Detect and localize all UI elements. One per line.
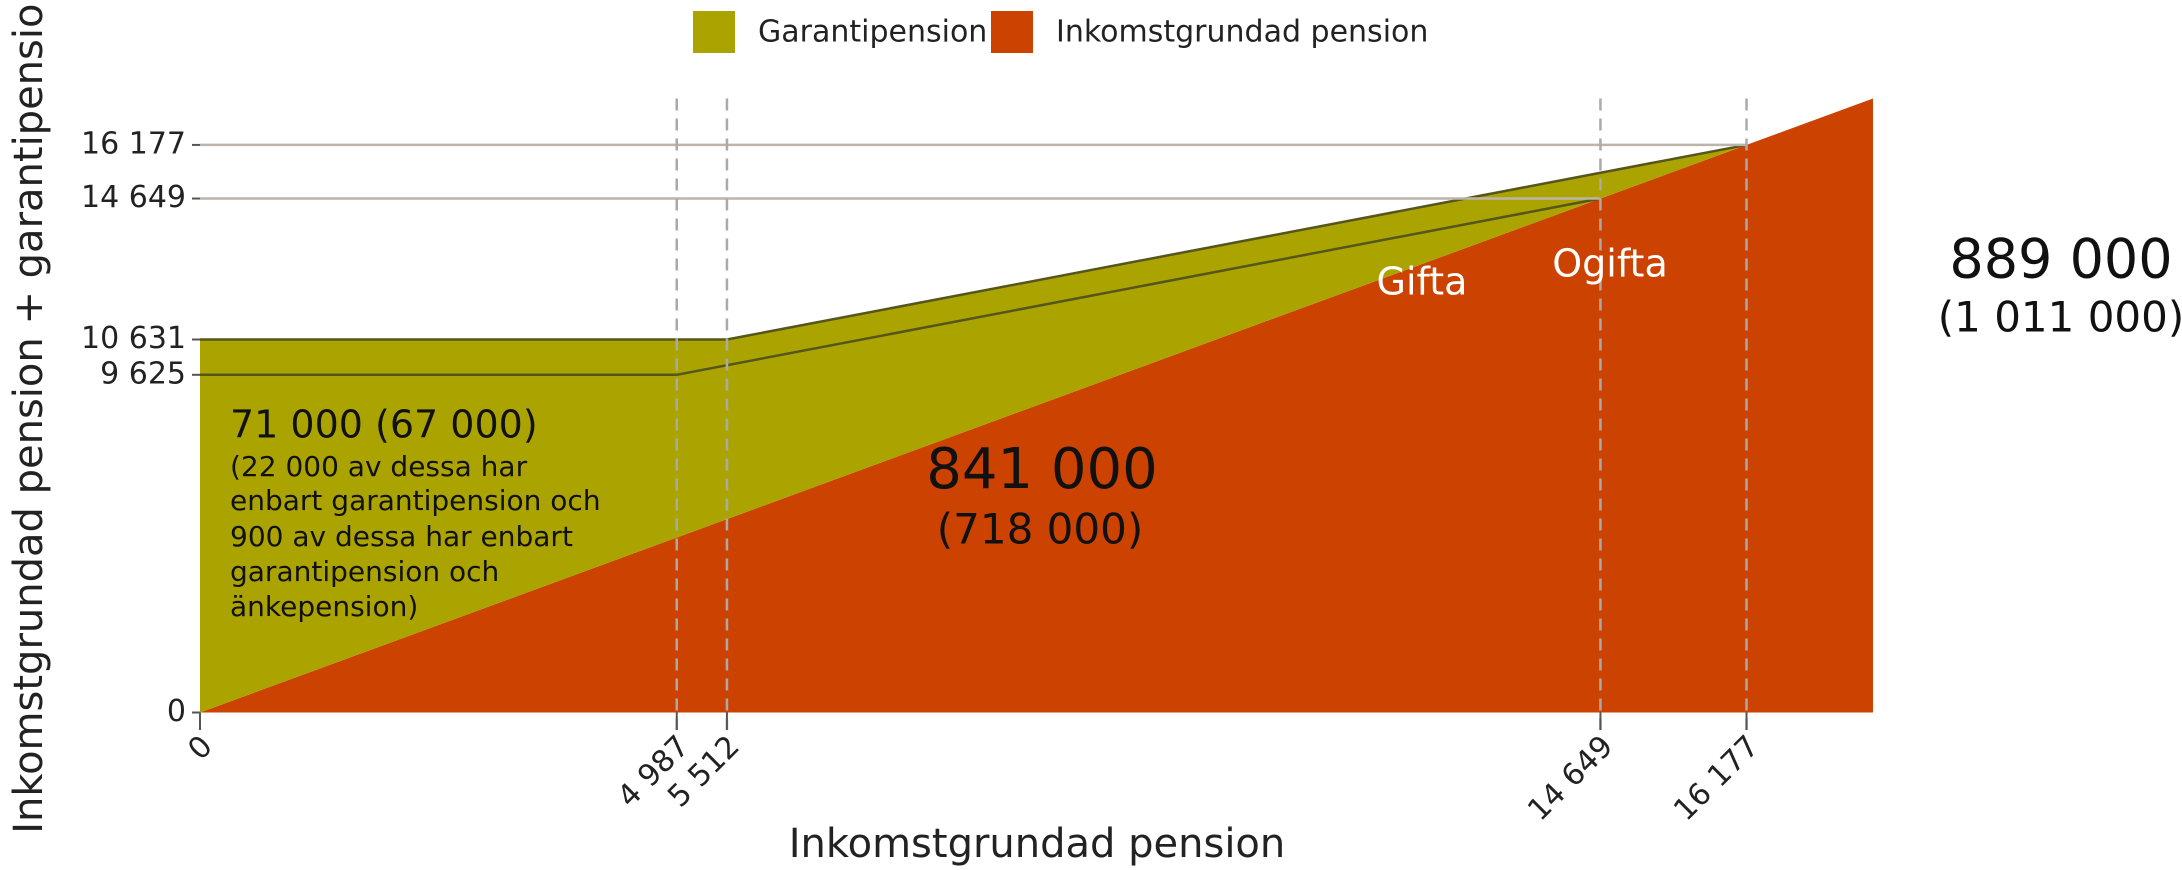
annotation: enbart garantipension och <box>230 484 601 517</box>
annotation: 889 000 <box>1949 228 2172 291</box>
guarantee-line <box>200 197 1601 377</box>
annotation: garantipension och <box>230 555 499 588</box>
annotation: 71 000 (67 000) <box>230 403 538 447</box>
legend-swatch <box>991 11 1033 53</box>
annotation: Ogifta <box>1552 242 1667 286</box>
annotation: (718 000) <box>937 505 1143 554</box>
annotation: 900 av dessa har enbart <box>230 520 573 553</box>
x-tick-label: 14 649 <box>1521 729 1620 828</box>
x-tick-label: 16 177 <box>1667 729 1766 828</box>
annotation: 841 000 <box>926 437 1158 502</box>
legend-label: Garantipension <box>758 15 987 50</box>
legend-label: Inkomstgrundad pension <box>1056 15 1428 50</box>
y-tick-label: 10 631 <box>81 321 186 356</box>
annotation: (1 011 000) <box>1938 293 2182 342</box>
y-tick-label: 0 <box>167 694 186 729</box>
y-axis-title: Inkomstgrundad pension + garantipension <box>6 0 52 834</box>
y-tick-label: 16 177 <box>81 126 186 161</box>
y-tick-label: 9 625 <box>100 356 186 391</box>
y-tick-label: 14 649 <box>81 180 186 215</box>
x-tick-label: 0 <box>181 729 219 767</box>
annotation: (22 000 av dessa har <box>230 450 528 483</box>
annotation: Gifta <box>1377 260 1468 304</box>
annotation: änkepension) <box>230 590 418 623</box>
legend-swatch <box>693 11 735 53</box>
x-axis-title: Inkomstgrundad pension <box>789 821 1286 867</box>
guarantee-area <box>200 144 1747 713</box>
